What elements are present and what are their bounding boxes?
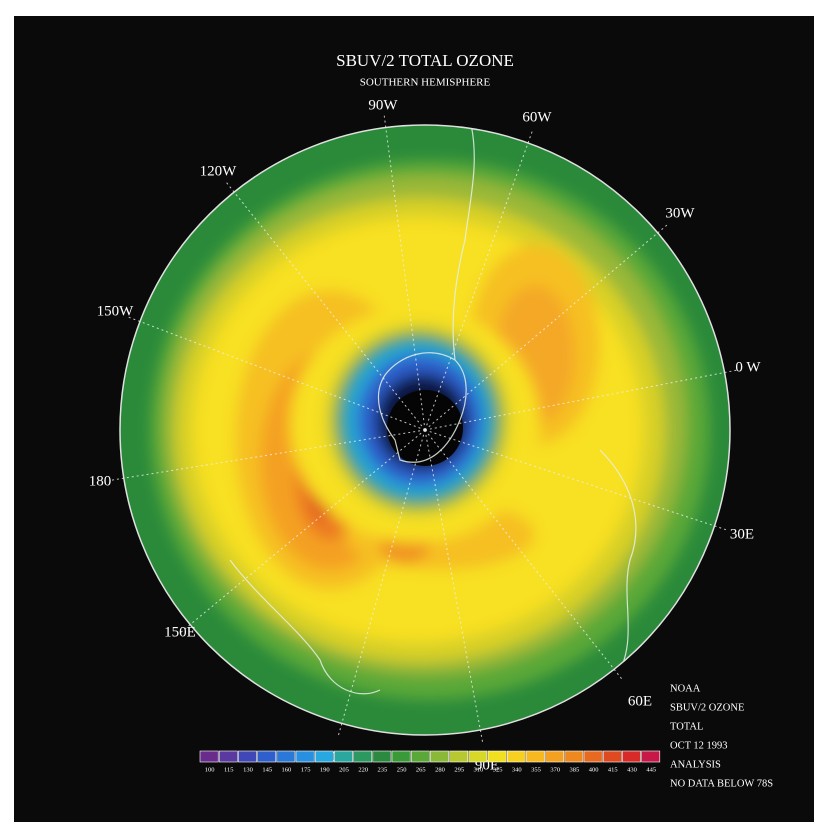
colorbar-swatch <box>584 751 602 762</box>
longitude-label: 150W <box>97 303 135 319</box>
colorbar-label: 145 <box>262 766 272 773</box>
colorbar-swatch <box>507 751 525 762</box>
info-line: TOTAL <box>670 721 703 732</box>
colorbar-swatch <box>258 751 276 762</box>
colorbar-label: 250 <box>397 766 407 773</box>
info-line: NO DATA BELOW 78S <box>670 778 773 789</box>
colorbar-label: 430 <box>627 766 637 773</box>
colorbar-label: 175 <box>301 766 311 773</box>
colorbar-swatch <box>296 751 314 762</box>
colorbar-swatch <box>392 751 410 762</box>
colorbar-label: 355 <box>531 766 541 773</box>
colorbar-label: 400 <box>589 766 599 773</box>
colorbar-label: 415 <box>608 766 618 773</box>
colorbar-label: 265 <box>416 766 426 773</box>
colorbar-swatch <box>642 751 660 762</box>
colorbar-swatch <box>488 751 506 762</box>
colorbar-swatch <box>238 751 256 762</box>
longitude-label: 60E <box>628 693 652 709</box>
colorbar-label: 370 <box>550 766 560 773</box>
colorbar-label: 130 <box>243 766 253 773</box>
map-subtitle: SOUTHERN HEMISPHERE <box>360 77 491 89</box>
map-title: SBUV/2 TOTAL OZONE <box>336 51 514 70</box>
colorbar-swatch <box>603 751 621 762</box>
longitude-label: 180 <box>89 473 112 489</box>
colorbar-label: 325 <box>493 766 503 773</box>
colorbar-label: 340 <box>512 766 522 773</box>
colorbar-swatch <box>334 751 352 762</box>
colorbar-swatch <box>469 751 487 762</box>
colorbar-label: 100 <box>205 766 215 773</box>
longitude-label: 30E <box>730 526 754 542</box>
colorbar-label: 295 <box>454 766 464 773</box>
longitude-label: 120W <box>200 163 238 179</box>
colorbar-label: 190 <box>320 766 330 773</box>
colorbar-label: 310 <box>474 766 484 773</box>
colorbar-swatch <box>526 751 544 762</box>
colorbar-swatch <box>565 751 583 762</box>
info-line: SBUV/2 OZONE <box>670 702 744 713</box>
colorbar-label: 280 <box>435 766 445 773</box>
colorbar-swatch <box>622 751 640 762</box>
colorbar-swatch <box>373 751 391 762</box>
longitude-label: 30W <box>665 205 695 221</box>
longitude-label: 150E <box>164 624 196 640</box>
info-line: OCT 12 1993 <box>670 740 728 751</box>
longitude-label: 0 W <box>735 359 761 375</box>
colorbar-label: 205 <box>339 766 349 773</box>
colorbar-label: 220 <box>358 766 368 773</box>
colorbar-swatch <box>200 751 218 762</box>
colorbar-swatch <box>219 751 237 762</box>
colorbar-label: 115 <box>224 766 234 773</box>
colorbar-swatch <box>354 751 372 762</box>
info-line: ANALYSIS <box>670 759 721 770</box>
colorbar-label: 160 <box>282 766 292 773</box>
colorbar-swatch <box>315 751 333 762</box>
colorbar-swatch <box>430 751 448 762</box>
colorbar-swatch <box>411 751 429 762</box>
colorbar-label: 385 <box>570 766 580 773</box>
map-page: 90W60W120W30W150W0 W18030E150E60E120E90E… <box>0 0 828 836</box>
colorbar-swatch <box>450 751 468 762</box>
colorbar-swatch <box>277 751 295 762</box>
colorbar-label: 445 <box>646 766 656 773</box>
longitude-label: 60W <box>522 109 552 125</box>
colorbar-swatch <box>546 751 564 762</box>
colorbar-label: 235 <box>378 766 388 773</box>
longitude-label: 90W <box>368 97 398 113</box>
info-line: NOAA <box>670 683 701 694</box>
